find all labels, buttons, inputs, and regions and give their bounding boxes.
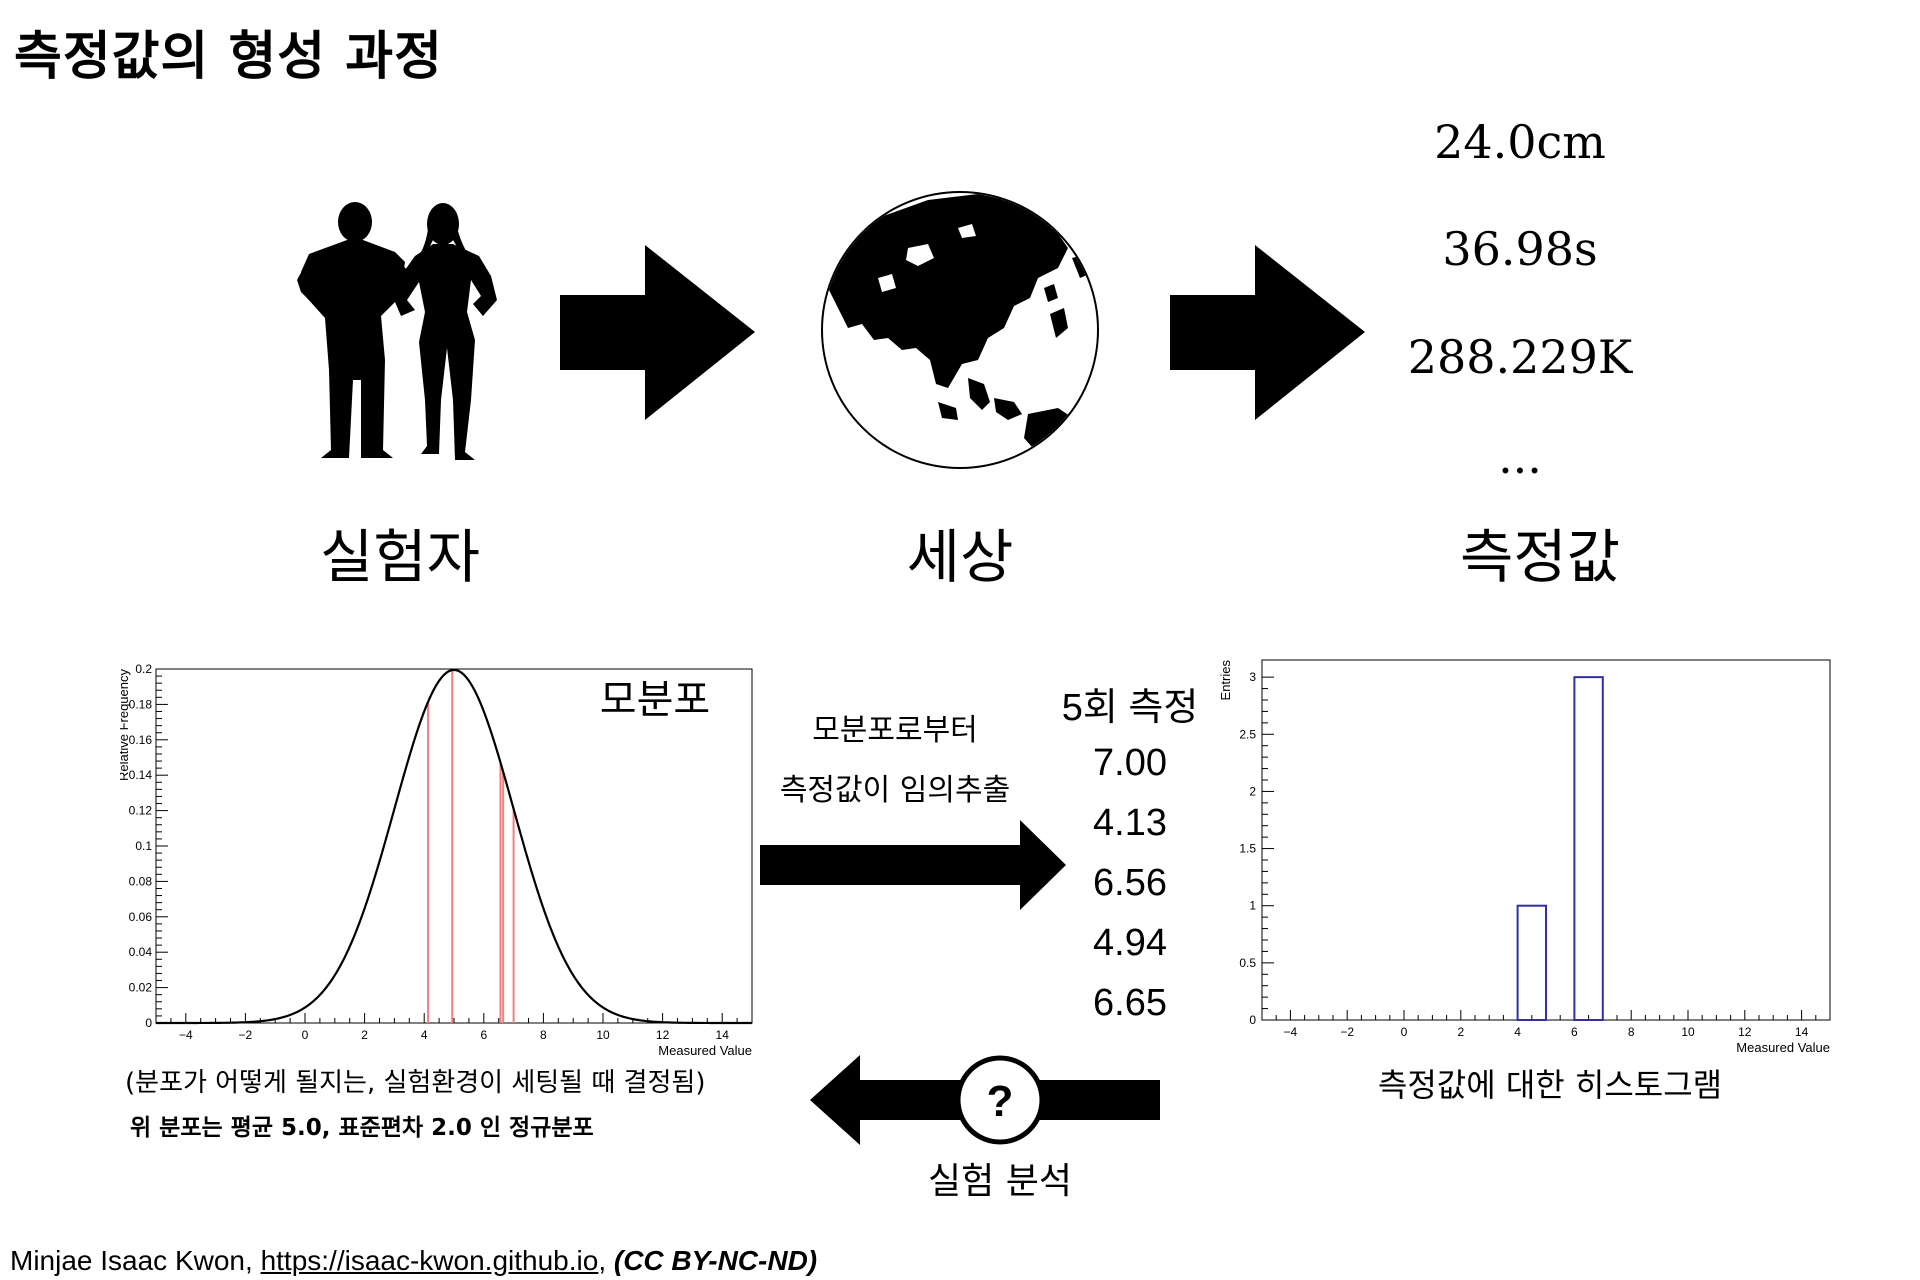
sampling-arrow-icon <box>760 820 1066 910</box>
sample-value: 7.00 <box>1093 742 1167 784</box>
y-tick-label: 1.5 <box>1239 842 1256 856</box>
measurement-example: 36.98s <box>1442 222 1598 276</box>
plot-frame <box>155 668 753 1024</box>
experimenter-label: 실험자 <box>319 523 481 591</box>
x-tick-label: 14 <box>1795 1025 1809 1039</box>
parent-distribution-label: 모분포 <box>600 678 710 722</box>
y-tick-label: 0.06 <box>129 910 153 924</box>
x-axis-label: Measured Value <box>658 1043 752 1058</box>
page-title: 측정값의 형성 과정 <box>14 27 443 87</box>
world-label: 세상 <box>906 523 1014 591</box>
y-tick-label: 0.12 <box>129 804 153 818</box>
y-tick-label: 0 <box>145 1016 152 1030</box>
x-tick-label: 2 <box>1457 1025 1464 1039</box>
arrow-right-icon <box>560 245 755 420</box>
question-mark: ? <box>987 1077 1014 1126</box>
x-axis-label: Measured Value <box>1736 1040 1830 1055</box>
x-tick-label: 4 <box>1514 1025 1521 1039</box>
y-tick-label: 0.14 <box>129 768 153 782</box>
x-tick-label: 12 <box>1738 1025 1752 1039</box>
sample-caption-line2: 측정값이 임의추출 <box>779 773 1011 808</box>
measurement-example: ... <box>1498 430 1542 484</box>
sample-value: 4.94 <box>1093 922 1167 964</box>
histogram-chart: −4 −2 0 2 4 6 8 10 12 14 0 0.5 1 1.5 2 2.5 3 Measured Val… <box>1218 659 1831 1055</box>
x-tick-label: 8 <box>540 1028 547 1042</box>
experimenters-icon <box>297 202 497 460</box>
footer-link[interactable]: https://isaac-kwon.github.io <box>260 1245 599 1276</box>
y-tick-label: 2.5 <box>1239 727 1256 741</box>
histogram-bar <box>1573 676 1604 1022</box>
distribution-note: (분포가 어떻게 될지는, 실험환경이 세팅될 때 결정됨) <box>125 1068 706 1098</box>
x-tick-label: 14 <box>716 1028 730 1042</box>
y-axis-label: Relative Frequency <box>120 669 131 781</box>
y-tick-label: 0.18 <box>129 697 153 711</box>
x-tick-label: 6 <box>480 1028 487 1042</box>
y-tick-label: 0.1 <box>135 839 152 853</box>
distribution-note-bold: 위 분포는 평균 5.0, 표준편차 2.0 인 정규분포 <box>130 1115 594 1141</box>
footer-author: Minjae Isaac Kwon, <box>10 1245 261 1276</box>
measurement-example: 24.0cm <box>1434 115 1606 169</box>
x-tick-label: 8 <box>1628 1025 1635 1039</box>
measurement-label: 측정값 <box>1459 523 1621 591</box>
footer: Minjae Isaac Kwon, https://isaac-kwon.gi… <box>10 1245 818 1276</box>
analysis-arrow-icon: ? <box>810 1055 1160 1145</box>
distribution-curve <box>156 668 752 1025</box>
y-tick-label: 0.02 <box>129 981 153 995</box>
y-axis-label: Entries <box>1218 660 1233 701</box>
footer-license: (CC BY-NC-ND) <box>613 1245 818 1276</box>
sample-value: 6.56 <box>1093 862 1167 904</box>
parent-distribution-chart: −4 −2 0 2 4 6 8 10 12 14 0 0.02 0.04 0.06 0.08 0.1 0.12 0… <box>120 662 753 1058</box>
x-tick-label: −2 <box>239 1028 253 1042</box>
y-tick-label: 3 <box>1249 670 1256 684</box>
x-tick-label: 6 <box>1571 1025 1578 1039</box>
sample-value: 6.65 <box>1093 982 1167 1024</box>
x-tick-label: −4 <box>1284 1025 1298 1039</box>
y-tick-label: 0.04 <box>129 945 153 959</box>
sample-value: 4.13 <box>1093 802 1167 844</box>
measurement-example: 288.229K <box>1407 330 1633 384</box>
y-tick-label: 2 <box>1249 784 1256 798</box>
x-tick-label: 2 <box>361 1028 368 1042</box>
y-tick-label: 0.5 <box>1239 956 1256 970</box>
sample-caption-line1: 모분포로부터 <box>812 713 978 748</box>
x-tick-label: 0 <box>1401 1025 1408 1039</box>
sample-header: 5회 측정 <box>1061 687 1199 729</box>
y-tick-label: 1 <box>1249 899 1256 913</box>
y-tick-label: 0.2 <box>135 662 152 676</box>
x-tick-label: 4 <box>421 1028 428 1042</box>
x-tick-label: 10 <box>596 1028 610 1042</box>
x-tick-label: 10 <box>1681 1025 1695 1039</box>
analysis-label: 실험 분석 <box>928 1161 1072 1202</box>
x-tick-label: −2 <box>1340 1025 1354 1039</box>
x-tick-label: 0 <box>302 1028 309 1042</box>
y-tick-label: 0 <box>1249 1013 1256 1027</box>
arrow-right-icon <box>1170 245 1365 420</box>
y-tick-label: 0.16 <box>129 733 153 747</box>
histogram-caption: 측정값에 대한 히스토그램 <box>1377 1066 1723 1104</box>
y-tick-label: 0.08 <box>129 874 153 888</box>
x-tick-label: −4 <box>179 1028 193 1042</box>
histogram-bar <box>1516 904 1548 1021</box>
x-tick-label: 12 <box>656 1028 670 1042</box>
globe-icon <box>821 191 1099 469</box>
